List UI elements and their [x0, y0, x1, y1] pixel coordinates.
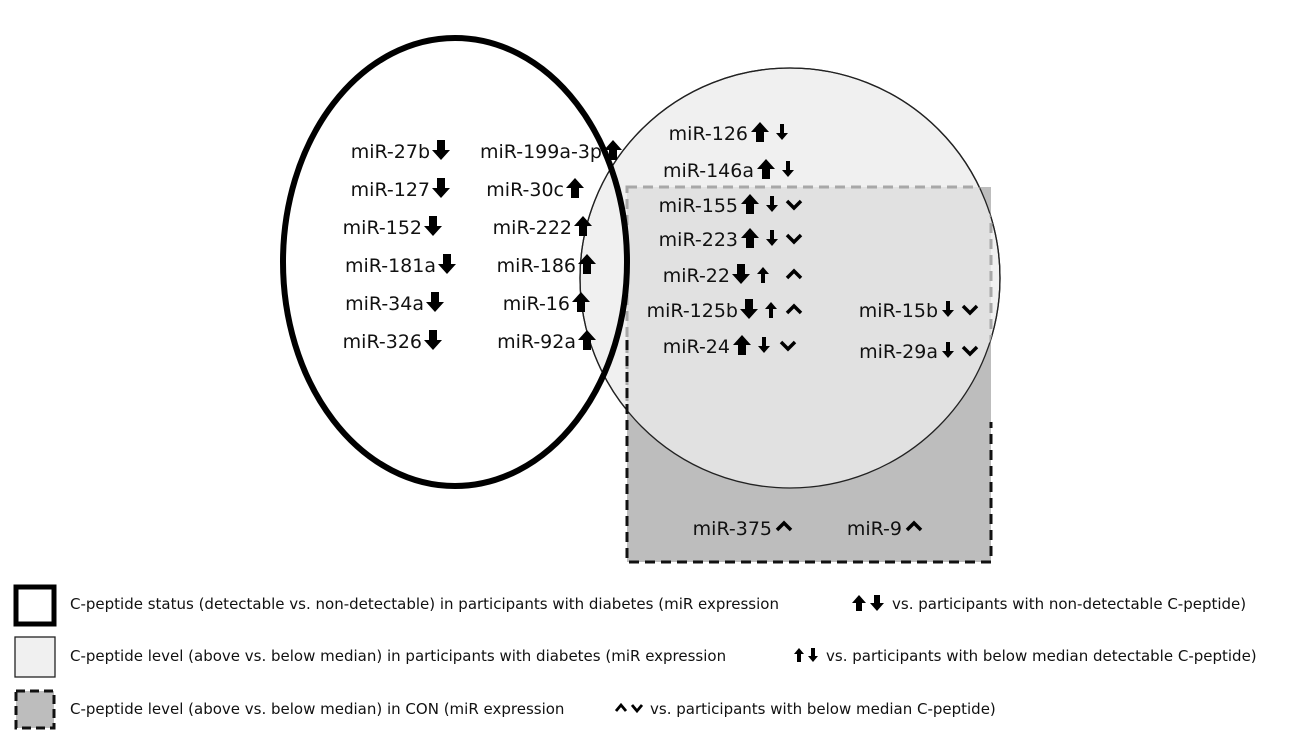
mirna-label: miR-126	[669, 123, 748, 145]
legend-swatch-cpep-level-con	[14, 689, 56, 730]
thick-down-arrow-icon	[424, 330, 442, 350]
thin-down-arrow-icon	[766, 230, 778, 246]
mirna-label: miR-92a	[497, 331, 576, 353]
thick-down-arrow-icon	[432, 178, 450, 198]
mirna-label: miR-152	[343, 217, 422, 239]
chevron-up-icon	[905, 520, 923, 532]
mirna-label: miR-181a	[345, 255, 436, 277]
legend-swatch-cpep-level-diabetes	[14, 636, 56, 678]
thick-down-arrow-icon	[438, 254, 456, 274]
mirna-label: miR-24	[663, 336, 730, 358]
thin-down-arrow-icon	[942, 301, 954, 317]
mirna-label: miR-22	[663, 265, 730, 287]
thick-down-arrow-icon	[424, 216, 442, 236]
mirna-label: miR-146a	[663, 160, 754, 182]
thick-up-arrow-icon	[574, 216, 592, 236]
mirna-label: miR-16	[503, 293, 570, 315]
thick-down-arrow-icon	[870, 595, 884, 611]
legend-text: vs. participants with below median detec…	[826, 647, 1257, 665]
mirna-label: miR-15b	[859, 300, 938, 322]
light-circle-outline	[579, 67, 1001, 489]
thick-up-arrow-icon	[757, 159, 775, 179]
thick-up-arrow-icon	[852, 595, 866, 611]
mirna-label: miR-223	[659, 229, 738, 251]
thick-up-arrow-icon	[733, 335, 751, 355]
mirna-label: miR-27b	[351, 141, 430, 163]
legend-text: vs. participants with non-detectable C-p…	[892, 595, 1246, 613]
chevron-down-icon	[961, 304, 979, 316]
chevron-down-icon	[779, 340, 797, 352]
mirna-label: miR-125b	[647, 300, 738, 322]
thick-up-arrow-icon	[751, 122, 769, 142]
chevron-up-icon	[785, 268, 803, 280]
mirna-label: miR-34a	[345, 293, 424, 315]
thick-up-arrow-icon	[572, 292, 590, 312]
legend-text: C-peptide status (detectable vs. non-det…	[70, 595, 779, 613]
chevron-down-icon	[785, 199, 803, 211]
thick-up-arrow-icon	[578, 254, 596, 274]
chevron-down-icon	[961, 345, 979, 357]
mirna-label: miR-326	[343, 331, 422, 353]
legend-text: vs. participants with below median C-pep…	[650, 700, 996, 718]
mirna-label: miR-375	[693, 518, 772, 540]
mirna-label: miR-199a-3p	[480, 141, 602, 163]
thin-down-arrow-icon	[808, 648, 818, 662]
thin-down-arrow-icon	[776, 124, 788, 140]
thin-down-arrow-icon	[942, 342, 954, 358]
legend: C-peptide status (detectable vs. non-det…	[13, 584, 1257, 730]
thin-down-arrow-icon	[782, 161, 794, 177]
thick-up-arrow-icon	[741, 228, 759, 248]
chevron-down-icon	[630, 704, 644, 714]
thick-down-arrow-icon	[740, 299, 758, 319]
mirna-label: miR-222	[493, 217, 572, 239]
thick-down-arrow-icon	[426, 292, 444, 312]
thick-down-arrow-icon	[732, 264, 750, 284]
set-cpep-status-ellipse	[280, 35, 630, 489]
mirna-label: miR-9	[847, 518, 902, 540]
chevron-down-icon	[785, 233, 803, 245]
chevron-up-icon	[614, 702, 628, 712]
thick-down-arrow-icon	[432, 140, 450, 160]
mirna-label: miR-127	[351, 179, 430, 201]
thin-down-arrow-icon	[758, 337, 770, 353]
thick-up-arrow-icon	[578, 330, 596, 350]
chevron-up-icon	[775, 520, 793, 532]
thick-up-arrow-icon	[566, 178, 584, 198]
thick-up-arrow-icon	[741, 194, 759, 214]
thin-up-arrow-icon	[765, 302, 777, 318]
legend-swatch-cpep-status	[13, 584, 57, 627]
rect-dashed-border-inside-circle	[625, 185, 993, 488]
chevron-up-icon	[785, 303, 803, 315]
thick-up-arrow-icon	[604, 140, 622, 160]
legend-text: C-peptide level (above vs. below median)…	[70, 647, 726, 665]
thin-down-arrow-icon	[766, 196, 778, 212]
mirna-label: miR-186	[497, 255, 576, 277]
mirna-label: miR-30c	[486, 179, 564, 201]
mirna-label: miR-155	[659, 195, 738, 217]
rect-dashed-border-outside	[625, 340, 993, 564]
thin-up-arrow-icon	[794, 648, 804, 662]
mirna-label: miR-29a	[859, 341, 938, 363]
thin-up-arrow-icon	[757, 267, 769, 283]
legend-text: C-peptide level (above vs. below median)…	[70, 700, 564, 718]
